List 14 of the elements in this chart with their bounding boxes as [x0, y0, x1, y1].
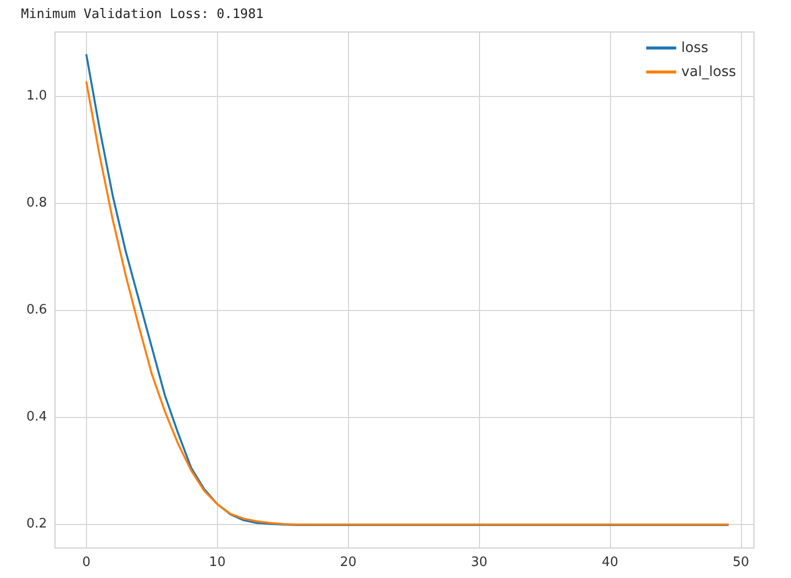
y-tick-label: 0.6	[26, 302, 47, 318]
x-tick-label: 50	[732, 555, 750, 570]
y-tick-label: 1.0	[26, 88, 47, 104]
x-tick-label: 30	[470, 555, 488, 570]
legend-label: val_loss	[681, 64, 736, 80]
x-tick-label: 40	[602, 555, 618, 570]
x-tick-label: 10	[209, 555, 226, 570]
chart-title: Minimum Validation Loss: 0.1981	[21, 7, 264, 22]
x-tick-label: 20	[340, 555, 356, 570]
x-tick-label: 0	[82, 555, 91, 570]
y-tick-label: 0.8	[26, 196, 47, 211]
legend-label: loss	[681, 40, 708, 56]
y-tick-label: 0.4	[26, 409, 47, 424]
y-tick-label: 0.2	[26, 516, 47, 532]
